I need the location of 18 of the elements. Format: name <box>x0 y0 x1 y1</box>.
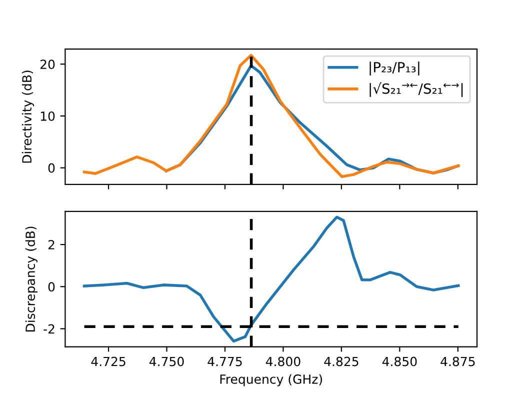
y-tick-label: -2 <box>44 324 54 334</box>
y-axis-title: Discrepancy (dB) <box>25 226 38 332</box>
x-tick-label: 4.850 <box>382 356 417 366</box>
x-tick-label: 4.775 <box>208 356 242 366</box>
y-tick-label: 0 <box>48 282 55 292</box>
x-tick-label: 4.800 <box>266 356 300 366</box>
y-tick-label: 10 <box>40 111 55 121</box>
x-tick-label: 4.750 <box>149 356 184 366</box>
legend-label: |√S₂₁$^{→←}$/S₂₁$^{←→}$| <box>370 82 463 97</box>
legend-label: |P₂₃/P₁₃| <box>370 62 420 76</box>
y-axis-title: Directivity (dB) <box>22 70 34 163</box>
y-tick-label: 20 <box>40 60 55 70</box>
y-tick-label: 2 <box>48 240 54 250</box>
x-tick-label: 4.825 <box>324 356 358 366</box>
x-tick-label: 4.875 <box>440 356 475 366</box>
x-axis-title: Frequency (GHz) <box>220 374 322 386</box>
x-tick-label: 4.725 <box>91 356 126 366</box>
y-tick-label: 0 <box>48 163 55 173</box>
